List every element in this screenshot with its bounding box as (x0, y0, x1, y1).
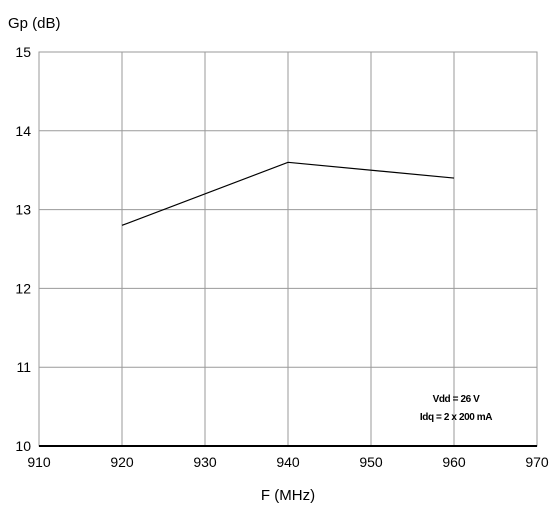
x-tick-label: 960 (442, 454, 466, 470)
y-tick-label: 13 (15, 202, 31, 218)
x-tick-label: 950 (359, 454, 383, 470)
series-layer (121, 161, 455, 226)
annotation-idq: Idq = 2 x 200 mA (420, 412, 492, 423)
x-tick-label: 910 (27, 454, 51, 470)
y-axis-title: Gp (dB) (8, 15, 61, 32)
y-tick-label: 10 (15, 438, 31, 454)
x-tick-label: 930 (193, 454, 217, 470)
x-tick-label: 970 (525, 454, 549, 470)
y-tick-label: 15 (15, 44, 31, 60)
grid (38, 52, 537, 446)
series-line (121, 161, 455, 226)
y-tick-label: 14 (15, 123, 31, 139)
y-tick-label: 11 (16, 359, 31, 375)
x-axis-title: F (MHz) (261, 487, 315, 504)
y-tick-labels: 10 11 12 13 14 15 (15, 44, 31, 454)
x-tick-label: 940 (276, 454, 300, 470)
y-tick-label: 12 (15, 280, 31, 296)
annotation-vdd: Vdd = 26 V (433, 394, 481, 405)
x-tick-label: 920 (110, 454, 134, 470)
x-tick-labels: 910 920 930 940 950 960 970 (27, 454, 549, 470)
